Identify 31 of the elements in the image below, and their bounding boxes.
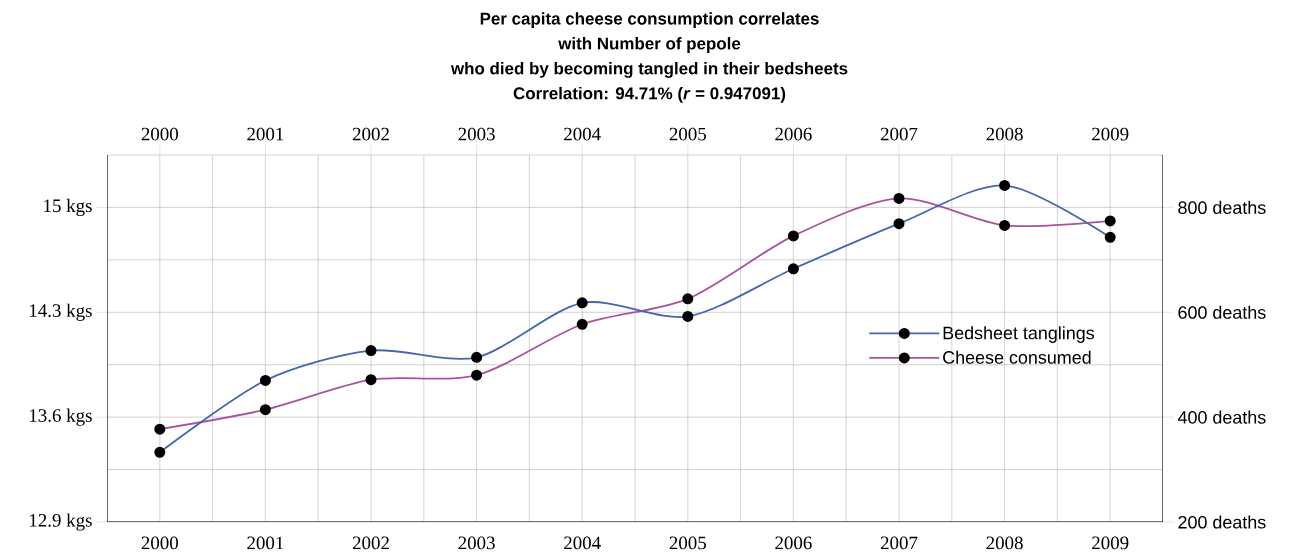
x2-tick-label: 2001: [247, 536, 284, 550]
y-tick-label: 12.9 kgs: [29, 513, 92, 531]
x-tick-label: 2000: [141, 127, 178, 141]
x-tick-label: 2004: [564, 127, 601, 141]
x-tick-label: 2007: [880, 127, 918, 141]
x-tick-label: 2001: [247, 127, 284, 141]
x2-tick-label: 2002: [352, 536, 389, 550]
x2-tick-label: 2000: [141, 536, 178, 550]
x2-tick-label: 2008: [986, 536, 1023, 550]
x-tick-label: 2005: [669, 127, 706, 141]
x2-tick-label: 2007: [880, 536, 918, 550]
x2-tick-label: 2004: [564, 536, 601, 550]
y-tick-label: 14.3 kgs: [29, 303, 92, 321]
x-tick-label: 2008: [986, 127, 1023, 141]
y-tick-label: 15 kgs: [44, 198, 92, 217]
y2-tick-label: 200 deaths: [1178, 515, 1266, 529]
x2-tick-label: 2005: [669, 536, 706, 550]
x-tick-label: 2003: [458, 127, 495, 141]
x-tick-label: 2006: [775, 127, 812, 141]
legend-label: Cheese consumed: [943, 350, 1091, 364]
x2-tick-label: 2006: [775, 536, 812, 550]
y2-tick-label: 800 deaths: [1178, 200, 1266, 215]
legend-label: Bedsheet tanglings: [943, 326, 1095, 343]
x-tick-label: 2002: [352, 127, 389, 141]
y2-tick-label: 600 deaths: [1178, 305, 1266, 319]
x2-tick-label: 2003: [458, 536, 495, 550]
x-tick-label: 2009: [1092, 127, 1129, 141]
y-tick-label: 13.6 kgs: [29, 408, 92, 426]
y2-tick-label: 400 deaths: [1177, 410, 1266, 424]
x2-tick-label: 2009: [1092, 536, 1129, 550]
chart-subtitle: Correlation: 94.71% (r = 0.947091): [513, 86, 786, 103]
